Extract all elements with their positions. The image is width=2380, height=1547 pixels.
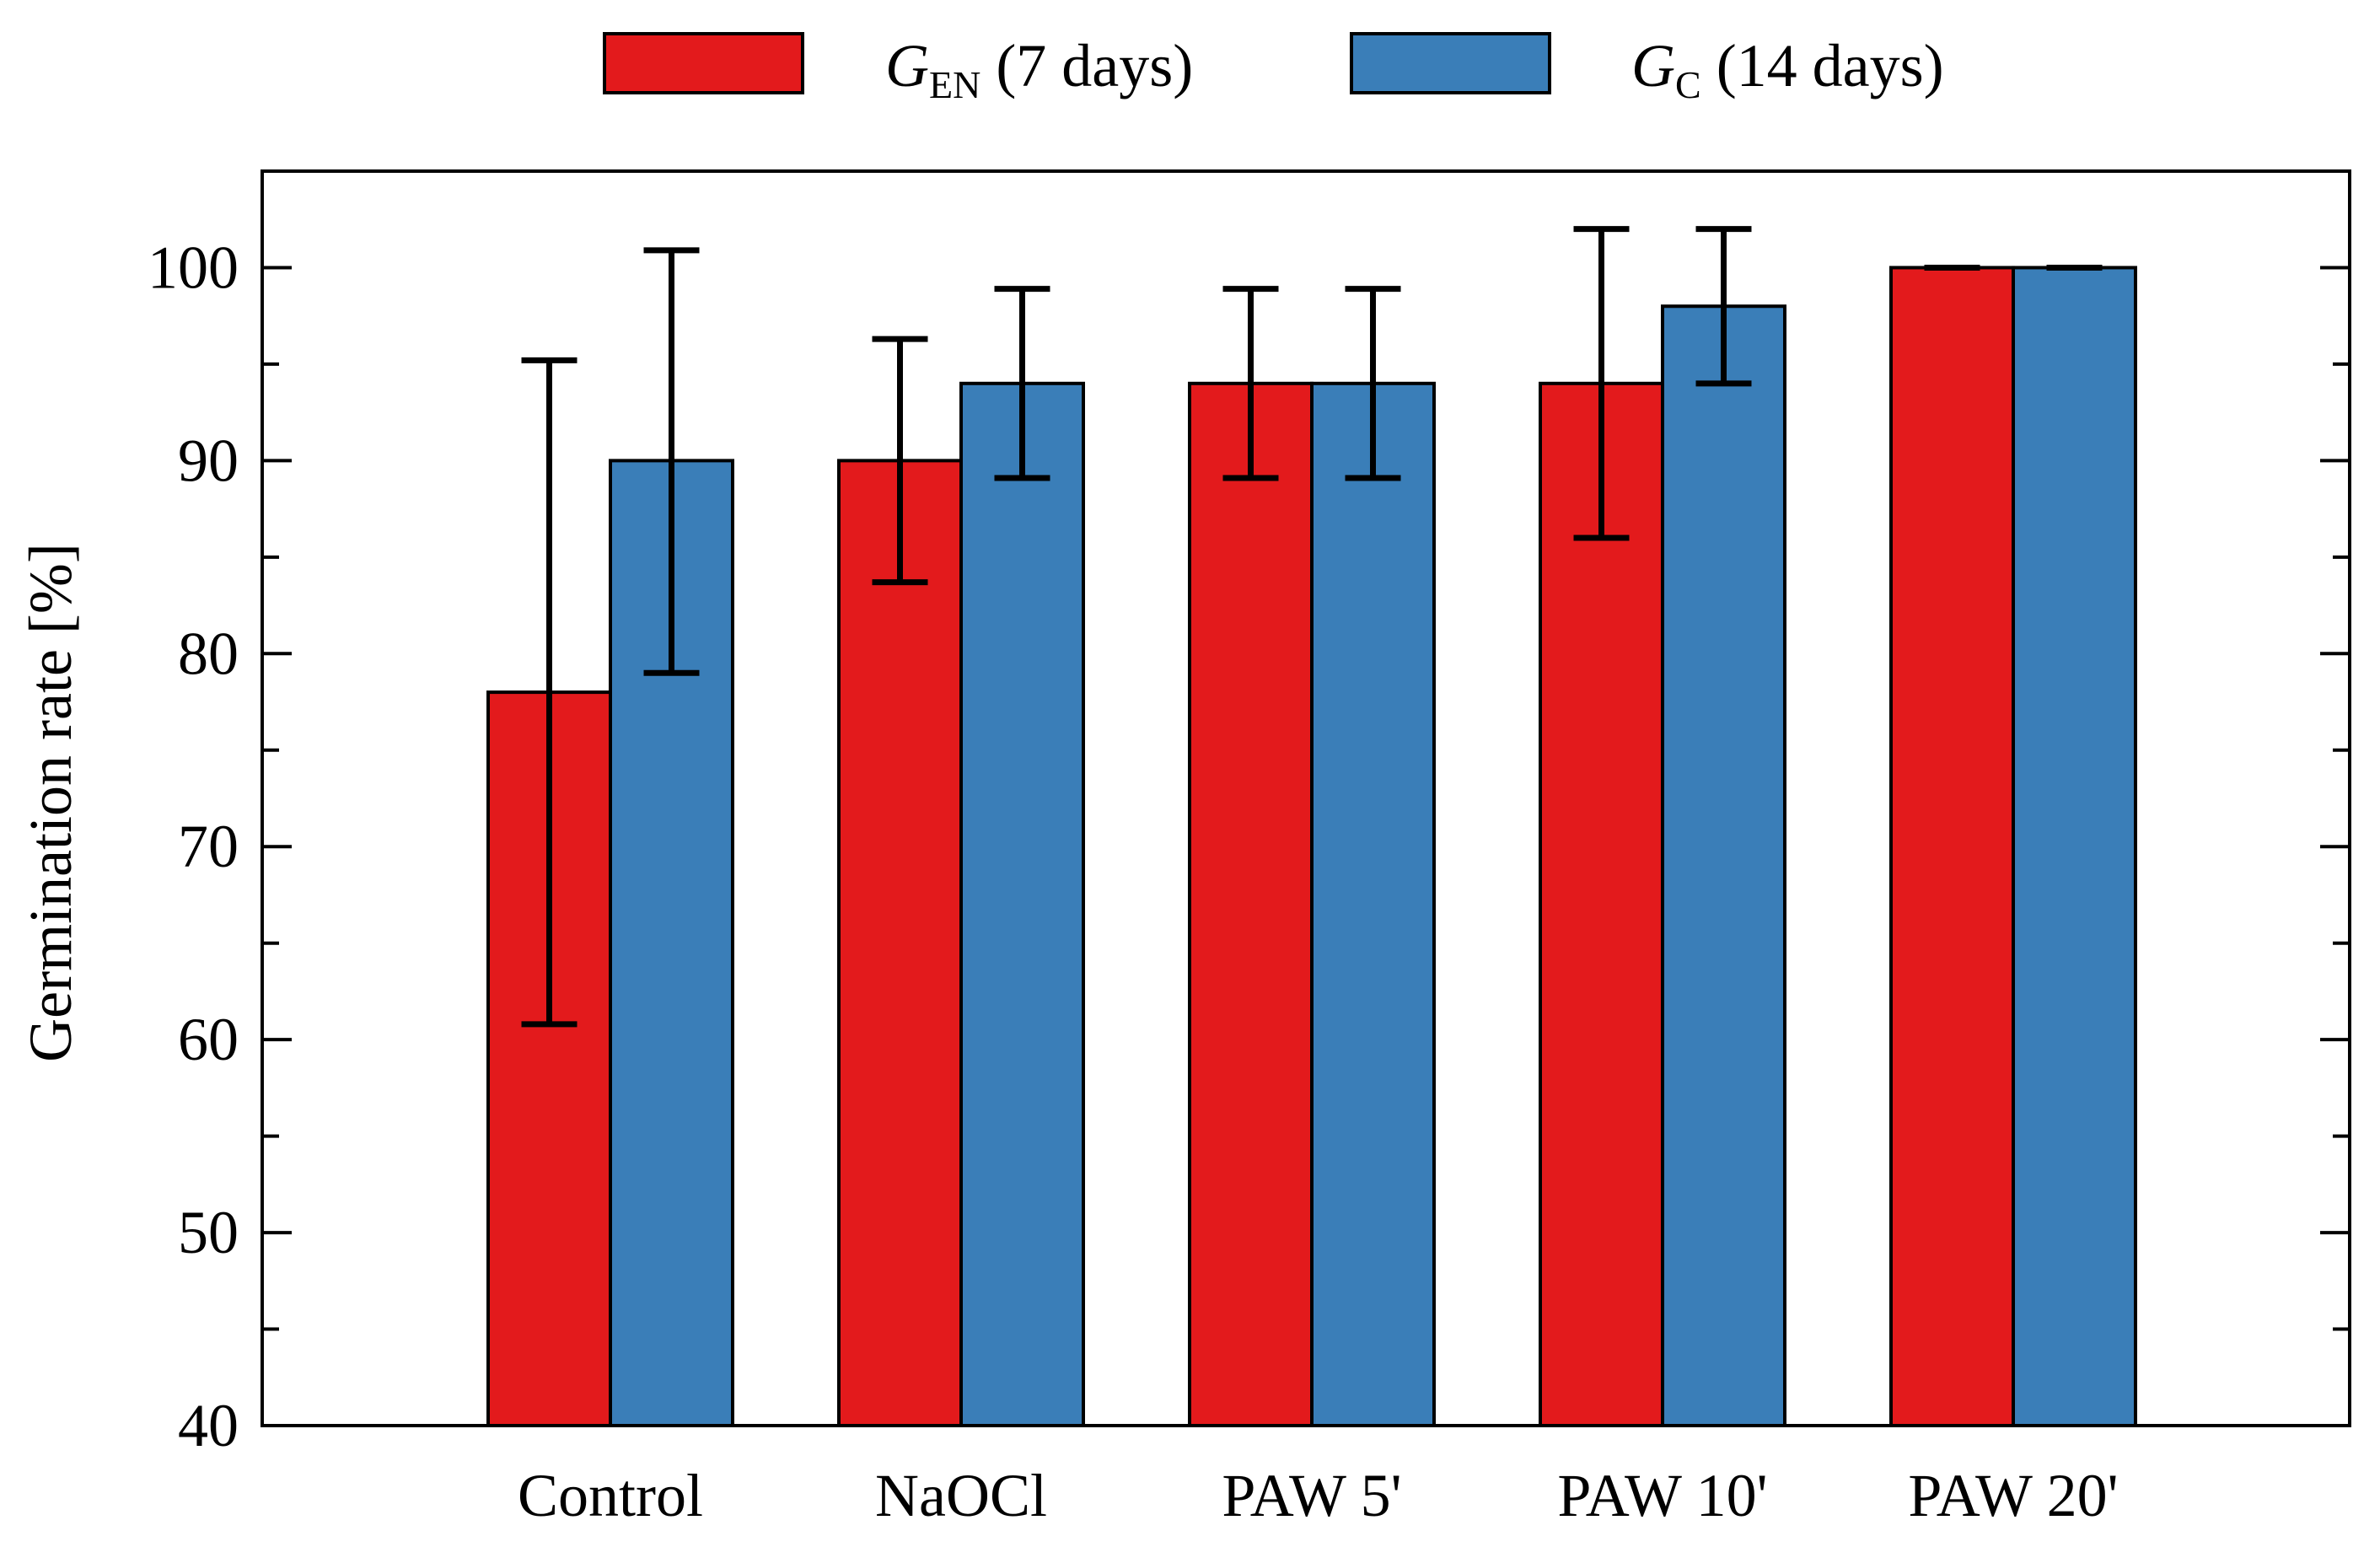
y-axis-label: Germination rate [%] [17, 543, 84, 1062]
y-tick-label-90: 90 [178, 427, 239, 494]
y-tick-label-80: 80 [178, 620, 239, 687]
y-tick-label-100: 100 [148, 234, 239, 301]
bar-gen-3 [1539, 381, 1664, 1427]
legend-swatch-gc [1350, 32, 1551, 94]
plot-area: Control NaOCl PAW 5' PAW 10' PAW 20' 40 50 60 70… [148, 169, 2351, 1529]
bar-gc-4 [2012, 266, 2137, 1427]
bar-gen-4 [1889, 266, 2015, 1427]
error-bar-gen-1 [872, 336, 928, 586]
error-bar-gen-2 [1222, 286, 1279, 481]
y-tick-label-70: 70 [178, 813, 239, 880]
plot-frame [261, 169, 2351, 1427]
legend-label-gc: GC (14 days) [1631, 32, 1944, 106]
error-bar-gen-3 [1573, 226, 1630, 541]
legend: GEN (7 days) GC (14 days) [603, 32, 1944, 106]
legend-label-gen: GEN (7 days) [885, 32, 1193, 106]
x-tick-label-2: PAW 5' [1222, 1462, 1401, 1529]
legend-swatch-gen [603, 32, 804, 94]
bar-gen-1 [837, 459, 963, 1427]
error-bar-gc-0 [643, 247, 700, 676]
y-tick-label-50: 50 [178, 1199, 239, 1266]
y-tick-label-40: 40 [178, 1392, 239, 1459]
error-bar-gc-3 [1695, 226, 1752, 387]
bar-gen-2 [1188, 381, 1314, 1427]
y-tick-label-60: 60 [178, 1006, 239, 1073]
error-bar-gc-1 [994, 286, 1050, 481]
x-tick-label-1: NaOCl [875, 1462, 1047, 1529]
x-tick-label-3: PAW 10' [1557, 1462, 1767, 1529]
bar-gc-1 [959, 381, 1085, 1427]
x-tick-label-0: Control [518, 1462, 703, 1529]
x-tick-label-4: PAW 20' [1908, 1462, 2118, 1529]
bar-gc-2 [1310, 381, 1436, 1427]
error-bar-gc-2 [1345, 286, 1401, 481]
error-bar-gen-0 [521, 357, 578, 1028]
bar-gc-3 [1661, 304, 1786, 1428]
